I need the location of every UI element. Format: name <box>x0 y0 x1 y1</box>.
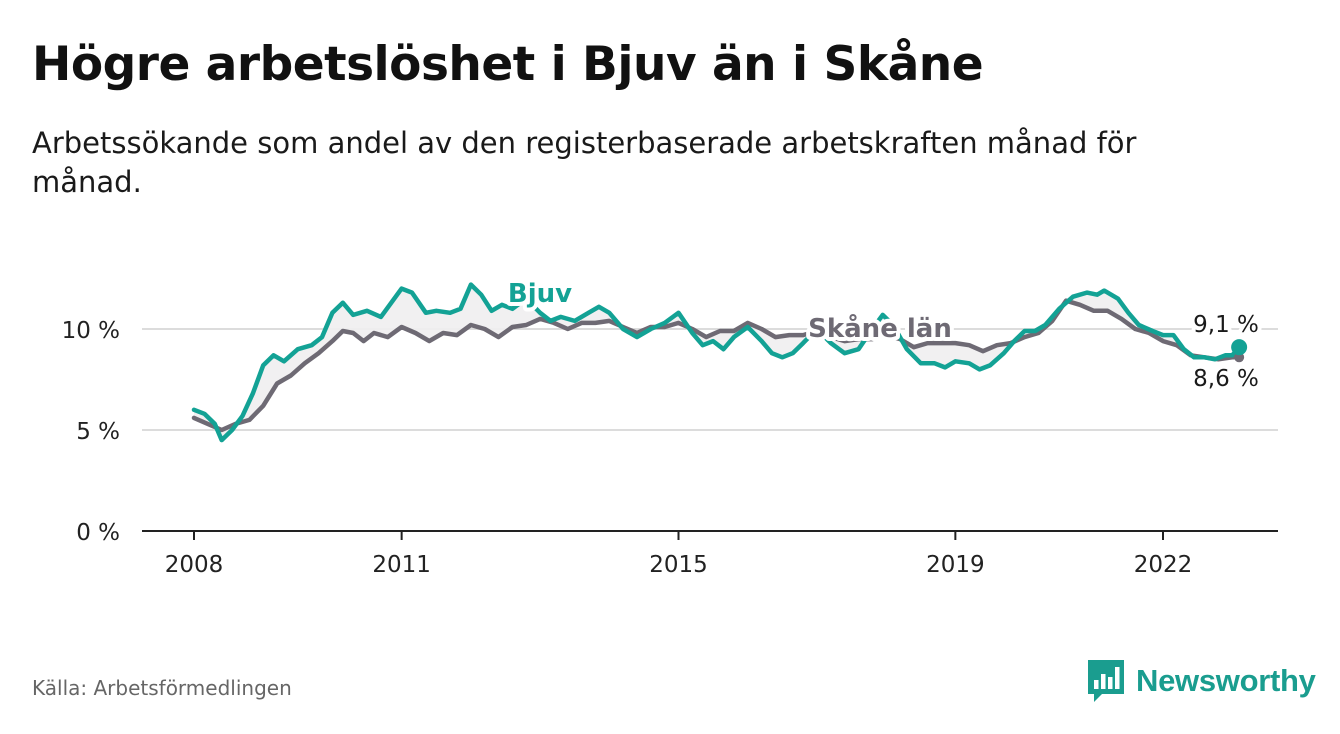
y-tick-label: 0 % <box>76 520 120 546</box>
y-axis-tick-labels: 0 % 5 % 10 % <box>62 318 120 546</box>
series-lines <box>191 282 1248 443</box>
x-tick-label: 2019 <box>926 552 985 578</box>
series-line-bjuv <box>191 282 1242 443</box>
x-axis: 2008 2011 2015 2019 2022 <box>142 530 1278 578</box>
y-tick-label: 10 % <box>62 318 120 344</box>
series-end-point-bjuv <box>1231 339 1248 356</box>
chart-subtitle: Arbetssökande som andel av den registerb… <box>32 126 1137 199</box>
series-label-skane: Skåne län <box>808 312 952 344</box>
x-tick-label: 2008 <box>165 552 224 578</box>
x-tick-label: 2011 <box>372 552 431 578</box>
end-value-label-bjuv-halo: 9,1 % <box>1193 312 1259 338</box>
series-end-point-skane <box>1234 352 1245 363</box>
chart-title: Högre arbetslöshet i Bjuv än i Skåne <box>32 37 984 92</box>
y-tick-label: 5 % <box>76 419 120 445</box>
end-value-label-skane-halo: 8,6 % <box>1193 366 1259 392</box>
x-tick-label: 2022 <box>1134 552 1193 578</box>
end-value-label-bjuv: 9,1 % <box>1193 312 1259 338</box>
x-tick-label: 2015 <box>649 552 708 578</box>
end-value-label-skane: 8,6 % <box>1193 366 1259 392</box>
difference-area <box>194 284 1240 441</box>
brand-logo[interactable]: Newsworthy <box>1088 660 1316 702</box>
difference-fill <box>194 284 1240 441</box>
series-label-bjuv: Bjuv <box>508 279 572 309</box>
newsworthy-logo-icon <box>1088 660 1124 702</box>
series-label-skane-halo: Skåne län <box>808 312 952 344</box>
brand-name: Newsworthy <box>1136 663 1316 698</box>
source-credit: Källa: Arbetsförmedlingen <box>32 676 292 700</box>
series-label-bjuv-halo: Bjuv <box>508 279 572 309</box>
